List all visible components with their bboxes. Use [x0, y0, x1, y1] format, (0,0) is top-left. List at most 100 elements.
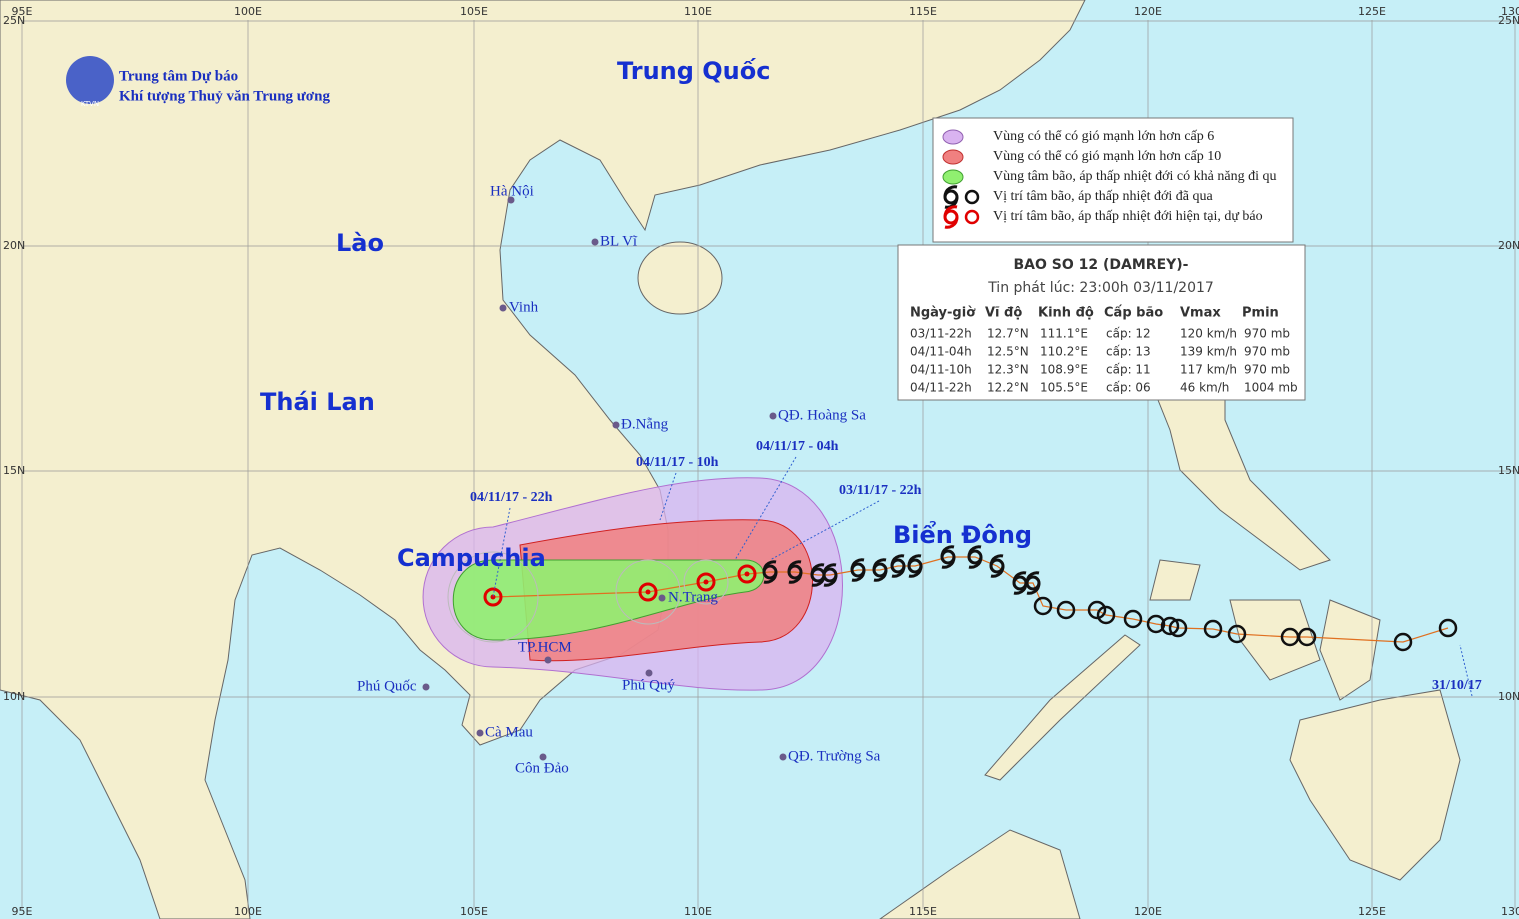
table-cell: 04/11-22h	[910, 381, 972, 395]
lon-label: 130E	[1501, 905, 1519, 918]
place-dot	[645, 669, 653, 677]
position-circle	[1168, 618, 1188, 638]
storm-arm	[850, 558, 866, 582]
position-circle	[1227, 624, 1247, 644]
legend-label: Vị trí tâm bão, áp thấp nhiệt đới đã qua	[993, 189, 1213, 204]
track-label: 03/11/17 - 22h	[839, 483, 922, 498]
lon-label: 100E	[234, 905, 262, 918]
past-position	[940, 545, 956, 569]
place-label: Vinh	[509, 299, 539, 315]
lat-label: 15N	[3, 464, 25, 477]
lon-label: 130E	[1501, 5, 1519, 18]
lon-label: 120E	[1134, 5, 1162, 18]
past-position	[989, 554, 1005, 578]
table-cell: 108.9°E	[1040, 363, 1088, 377]
lat-label: 20N	[1498, 239, 1519, 252]
place-dot	[539, 753, 547, 761]
island	[1229, 599, 1321, 681]
forecast-ring	[696, 572, 716, 592]
mindanao	[1289, 689, 1461, 881]
lat-label: 10N	[3, 690, 25, 703]
place-dot	[507, 196, 515, 204]
storm-arm	[1025, 571, 1041, 595]
forecast-eye	[744, 571, 750, 577]
table-cell: cấp: 12	[1106, 327, 1151, 341]
lon-label: 105E	[460, 5, 488, 18]
table-header: Pmin	[1242, 306, 1279, 321]
legend-ring	[964, 189, 980, 205]
table-cell: 12.2°N	[987, 381, 1029, 395]
past-position	[850, 558, 866, 582]
table-cell: 03/11-22h	[910, 327, 972, 341]
table-header: Ngày-giờ	[910, 306, 976, 321]
lat-label: 20N	[3, 239, 25, 252]
storm-arm	[762, 560, 778, 584]
leader-line	[769, 500, 880, 561]
forecast-ring	[638, 582, 658, 602]
forecast-eye	[645, 589, 651, 595]
lon-label: 100E	[234, 5, 262, 18]
place-label: Côn Đảo	[515, 760, 569, 776]
position-circle	[1160, 616, 1180, 636]
place-dot	[658, 594, 666, 602]
bulletin-issued: Tin phát lúc: 23:00h 03/11/2017	[987, 280, 1214, 296]
legend-swatch	[942, 149, 964, 165]
org-name: Trung tâm Dự báo	[119, 68, 238, 84]
place-label: Phú Quý	[622, 677, 675, 693]
table-cell: 970 mb	[1244, 327, 1290, 341]
forecast-ring	[737, 564, 757, 584]
lon-label: 115E	[909, 905, 937, 918]
country-label: Trung Quốc	[617, 57, 770, 85]
position-circle	[1146, 614, 1166, 634]
lat-label: 15N	[1498, 464, 1519, 477]
legend-symbols: Vùng có thể có gió mạnh lớn hơn cấp 6 Vùn…	[943, 129, 1276, 229]
country-label: Biển Đông	[893, 519, 1032, 549]
track-label: 04/11/17 - 10h	[636, 455, 719, 470]
graticule: 95E 95E 100E 100E 105E 105E 110E 110E 115E 115E 12…	[3, 5, 1519, 918]
place-label: QĐ. Hoàng Sa	[778, 407, 866, 423]
hainan	[637, 241, 723, 315]
place-dot	[612, 421, 620, 429]
uncertainty-circle	[447, 551, 539, 643]
storm-arm	[787, 560, 803, 584]
country-label: Campuchia	[397, 544, 546, 572]
place-dot	[476, 729, 484, 737]
lat-label: 25N	[1498, 14, 1519, 27]
risk-zones	[422, 477, 843, 691]
storm-arm	[940, 545, 956, 569]
place-label: QĐ. Trường Sa	[788, 748, 881, 764]
bulletin-box	[897, 244, 1306, 401]
legend-label: Vị trí tâm bão, áp thấp nhiệt đới hiện t…	[993, 209, 1263, 224]
lon-label: 125E	[1358, 5, 1386, 18]
place-dot	[769, 412, 777, 420]
place-label: N.Trang	[668, 589, 718, 605]
position-circle	[1203, 619, 1223, 639]
table-cell: cấp: 06	[1106, 381, 1151, 395]
past-position	[762, 560, 778, 584]
storm-arm	[989, 554, 1005, 578]
place-label: Hà Nội	[490, 183, 534, 199]
storm-track	[447, 545, 1458, 652]
storm-arm	[1012, 571, 1028, 595]
table-header: Kinh độ	[1038, 306, 1094, 321]
forecast-eye	[490, 594, 496, 600]
leader-line	[659, 472, 677, 521]
map-labels: Trung Quốc Lào Thái Lan Campuchia Biển Đông H…	[260, 57, 1482, 776]
uncertainty-circle	[615, 559, 681, 625]
forecast-position	[943, 205, 959, 229]
table-cell: 04/11-10h	[910, 363, 972, 377]
track-label: 04/11/17 - 22h	[470, 490, 553, 505]
uncertainty-circle	[683, 559, 729, 605]
place-label: TP.HCM	[518, 639, 572, 655]
bulletin: BAO SO 12 (DAMREY)- Tin phát lúc: 23:00h…	[897, 244, 1306, 401]
table-cell: 12.7°N	[987, 327, 1029, 341]
legend-box	[932, 117, 1294, 243]
palawan	[984, 634, 1141, 781]
storm-arm	[872, 558, 888, 582]
storm-arm	[890, 554, 906, 578]
table-cell: 120 km/h	[1180, 327, 1237, 341]
storm-arm	[907, 554, 923, 578]
table-cell: 139 km/h	[1180, 345, 1237, 359]
leader-line	[1459, 644, 1473, 697]
